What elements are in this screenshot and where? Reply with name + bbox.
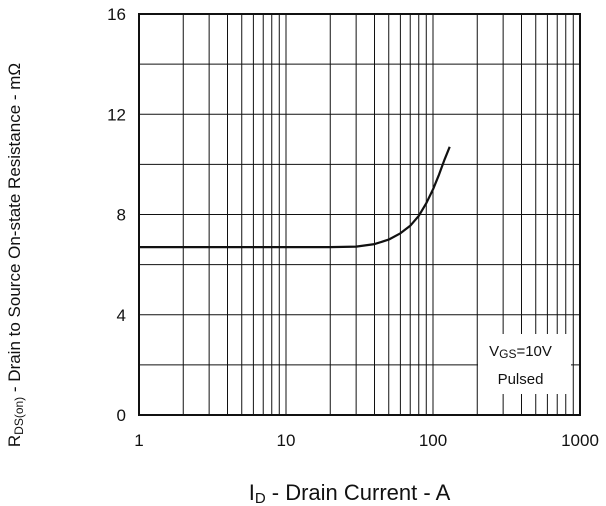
- x-axis-main: I: [249, 480, 255, 505]
- x-tick-labels: 1 10 100 1000: [134, 431, 599, 450]
- y-tick-label: 16: [107, 5, 126, 24]
- y-tick-label: 4: [117, 306, 126, 325]
- y-axis-rest: - Drain to Source On-state Resistance - …: [5, 63, 24, 397]
- y-tick-label: 8: [117, 206, 126, 225]
- x-tick-label: 1: [134, 431, 143, 450]
- y-axis-subscript: DS(on): [12, 397, 26, 435]
- y-tick-labels: 0 4 8 12 16: [107, 5, 126, 425]
- legend-line-vgs: VGS=10V: [489, 343, 552, 361]
- x-axis-subscript: D: [255, 490, 266, 506]
- x-axis-title: ID - Drain Current - A: [249, 480, 451, 506]
- y-tick-label: 12: [107, 105, 126, 124]
- rds-on-curve: [139, 146, 451, 249]
- legend-box: VGS=10V Pulsed: [478, 334, 571, 394]
- y-axis-title: RDS(on) - Drain to Source On-state Resis…: [5, 63, 26, 447]
- x-axis-rest: - Drain Current - A: [266, 480, 451, 505]
- legend-line-pulsed: Pulsed: [498, 371, 544, 388]
- x-tick-label: 1000: [561, 431, 599, 450]
- x-tick-label: 100: [419, 431, 447, 450]
- y-tick-label: 0: [117, 406, 126, 425]
- plot-area-frame: [138, 13, 581, 416]
- legend-background: [478, 334, 571, 394]
- x-tick-label: 10: [277, 431, 296, 450]
- legend-vgs-value: =10V: [516, 343, 551, 360]
- legend-gs-subscript: GS: [499, 347, 516, 361]
- legend-v: V: [489, 343, 499, 360]
- y-axis-main: R: [5, 435, 24, 447]
- series-group: [139, 146, 451, 249]
